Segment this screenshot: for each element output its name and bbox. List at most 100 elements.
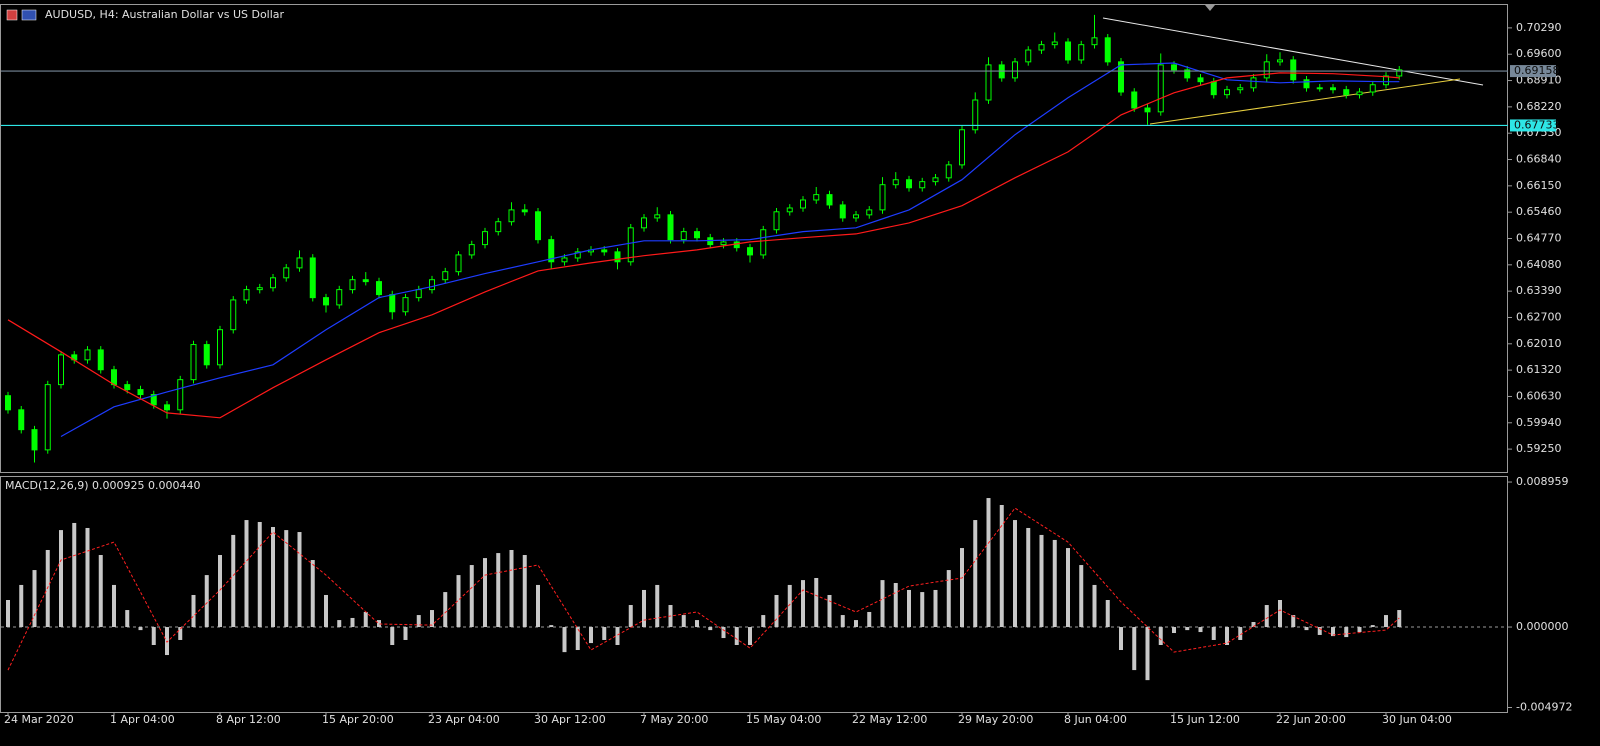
macd-bar	[999, 504, 1004, 628]
macd-bar	[1172, 627, 1176, 634]
macd-bar	[907, 589, 911, 628]
macd-bar	[1039, 534, 1044, 628]
macd-bar	[681, 615, 686, 628]
macd-bar	[1066, 548, 1070, 628]
candle-body	[1078, 44, 1085, 61]
macd-bar	[522, 555, 527, 628]
macd-bar	[1370, 625, 1375, 628]
price-level-label: 0.69158	[1514, 64, 1560, 77]
candle-body	[349, 279, 356, 291]
macd-bar	[390, 627, 395, 645]
macd-bar	[1278, 600, 1282, 628]
macd-bar	[138, 627, 143, 631]
macd-bar	[628, 605, 633, 628]
moving-average	[7, 72, 1400, 419]
candle-body	[1277, 59, 1283, 63]
candle-body	[866, 209, 873, 216]
candle-body	[786, 207, 793, 213]
price-level-box	[1510, 119, 1556, 132]
macd-bar	[1344, 627, 1349, 638]
candle-body	[720, 241, 727, 246]
candle-body	[18, 409, 25, 431]
candle-body	[1396, 69, 1403, 77]
macd-bar	[1185, 627, 1190, 631]
symbol-icon	[6, 9, 18, 21]
candle-body	[1091, 37, 1098, 46]
candle-body	[177, 379, 184, 411]
macd-bar	[244, 520, 249, 628]
macd-bar	[483, 558, 487, 628]
macd-bar	[1357, 627, 1362, 633]
y-tick-label: 0.61320	[1516, 363, 1562, 376]
macd-bar	[787, 584, 792, 628]
macd-bar	[774, 594, 779, 628]
macd-bar	[271, 527, 275, 628]
candle-body	[482, 231, 488, 246]
macd-bar	[1331, 627, 1335, 637]
candle-body	[627, 227, 634, 263]
candle-body	[945, 164, 952, 179]
candle-body	[402, 297, 409, 313]
symbol-icon	[21, 9, 37, 21]
macd-bar	[1317, 627, 1322, 635]
macd-bar	[801, 580, 805, 628]
candle-body	[1171, 64, 1177, 71]
candle-body	[574, 251, 581, 259]
macd-bar	[297, 532, 302, 628]
price-level-box	[1510, 65, 1556, 78]
candle-body	[5, 395, 11, 411]
macd-bar	[854, 620, 858, 628]
candle-body	[1157, 64, 1164, 113]
candle-body	[31, 429, 38, 451]
y-tick-label: 0.62010	[1516, 337, 1562, 350]
y-tick-label: 0.68220	[1516, 100, 1562, 113]
candle-body	[1316, 87, 1323, 90]
candle-body	[747, 247, 753, 256]
candle-body	[415, 289, 422, 299]
macd-bar	[59, 530, 63, 628]
macd-bar	[1132, 627, 1137, 671]
macd-bar	[549, 625, 554, 628]
macd-bar	[642, 589, 646, 628]
candle-body	[270, 277, 276, 289]
y-tick-label: 0.000000	[1516, 620, 1569, 633]
candle-body	[58, 354, 64, 386]
candle-body	[521, 209, 528, 213]
macd-bar	[469, 565, 474, 628]
macd-panel-frame	[0, 476, 1508, 713]
candle-body	[1330, 87, 1336, 91]
macd-bar	[257, 521, 262, 628]
candle-body	[283, 267, 290, 279]
candle-body	[972, 99, 979, 131]
y-tick-label: 0.65460	[1516, 205, 1562, 218]
macd-bar	[1264, 605, 1269, 628]
y-tick-label: 0.66840	[1516, 153, 1562, 166]
x-tick-label: 8 Apr 12:00	[216, 713, 281, 726]
candle-body	[1383, 75, 1389, 86]
y-tick-label: -0.004972	[1516, 701, 1572, 714]
macd-bar	[496, 553, 501, 628]
macd-bar	[403, 627, 408, 640]
y-tick-label: 0.62700	[1516, 310, 1562, 323]
macd-bar	[867, 611, 872, 628]
macd-bar	[72, 522, 77, 628]
macd-bar	[231, 534, 236, 628]
candle-body	[230, 299, 237, 331]
candle-body	[535, 211, 541, 241]
candle-body	[1210, 81, 1217, 96]
candle-body	[1356, 91, 1363, 96]
macd-bar	[920, 592, 925, 628]
candle-body	[667, 214, 674, 241]
candle-body	[813, 194, 820, 201]
candle-body	[906, 179, 912, 189]
y-tick-label: 0.66150	[1516, 179, 1562, 192]
x-tick-label: 23 Apr 04:00	[428, 713, 500, 726]
macd-bar	[19, 584, 24, 628]
macd-bar	[1026, 527, 1031, 628]
candle-body	[548, 239, 555, 263]
candle-body	[336, 289, 343, 306]
x-tick-label: 24 Mar 2020	[4, 713, 74, 726]
macd-bar	[151, 627, 156, 645]
